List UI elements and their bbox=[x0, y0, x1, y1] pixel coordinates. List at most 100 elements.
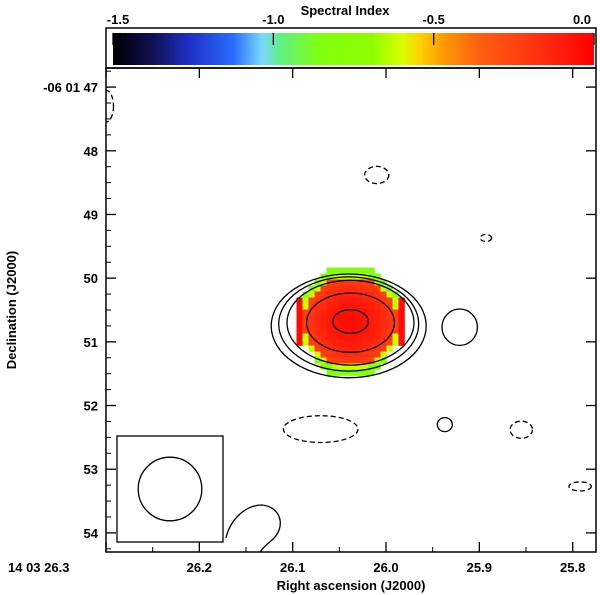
spectral-index-pixel bbox=[308, 309, 315, 316]
spectral-index-pixel bbox=[362, 297, 369, 304]
spectral-index-pixel bbox=[320, 363, 327, 370]
spectral-index-pixel bbox=[344, 285, 351, 292]
spectral-index-pixel bbox=[320, 309, 327, 316]
positive-contour bbox=[332, 309, 369, 334]
spectral-index-pixel bbox=[386, 315, 393, 322]
negative-contour bbox=[568, 481, 592, 492]
spectral-index-pixel bbox=[386, 291, 393, 298]
y-axis-label: Declination (J2000) bbox=[4, 251, 19, 370]
colorbar-title: Spectral Index bbox=[301, 3, 391, 18]
y-tick-label: -06 01 47 bbox=[43, 80, 98, 95]
spectral-index-pixel bbox=[380, 327, 387, 334]
spectral-index-pixel bbox=[320, 291, 327, 298]
spectral-index-pixel bbox=[332, 285, 339, 292]
spectral-index-pixel bbox=[344, 267, 351, 274]
spectral-index-pixel bbox=[368, 363, 375, 370]
spectral-index-pixel bbox=[314, 285, 321, 292]
spectral-index-pixel bbox=[326, 267, 333, 274]
spectral-index-pixel bbox=[350, 357, 357, 364]
spectral-index-pixel bbox=[326, 321, 333, 328]
spectral-index-pixel bbox=[350, 309, 357, 316]
spectral-index-pixel bbox=[338, 321, 345, 328]
y-tick-label: 53 bbox=[84, 462, 98, 477]
negative-contour bbox=[363, 165, 390, 185]
spectral-index-pixel bbox=[374, 345, 381, 352]
negative-contour bbox=[282, 415, 359, 444]
spectral-index-pixel bbox=[332, 345, 339, 352]
spectral-index-pixel bbox=[374, 327, 381, 334]
colorbar: Spectral Index -1.5 -1.0 -0.5 0.0 bbox=[105, 3, 597, 69]
spectral-index-pixel bbox=[302, 291, 309, 298]
positive-contour bbox=[270, 273, 427, 379]
spectral-index-pixel bbox=[386, 297, 393, 304]
spectral-index-pixel bbox=[308, 291, 315, 298]
spectral-index-pixel bbox=[320, 339, 327, 346]
spectral-index-pixel bbox=[338, 345, 345, 352]
spectral-index-pixel bbox=[344, 279, 351, 286]
spectral-index-pixel bbox=[374, 285, 381, 292]
spectral-index-pixel bbox=[350, 315, 357, 322]
spectral-index-pixel bbox=[326, 357, 333, 364]
spectral-index-pixel bbox=[320, 279, 327, 286]
spectral-index-pixel bbox=[338, 297, 345, 304]
spectral-index-pixel bbox=[362, 351, 369, 358]
spectral-index-pixel bbox=[308, 345, 315, 352]
x-tick-label: 26.1 bbox=[280, 560, 305, 575]
spectral-index-pixel bbox=[368, 327, 375, 334]
spectral-index-pixel bbox=[362, 309, 369, 316]
positive-contour bbox=[286, 279, 415, 366]
spectral-index-pixel bbox=[320, 321, 327, 328]
spectral-index-pixel bbox=[356, 315, 363, 322]
x-axis-label: Right ascension (J2000) bbox=[277, 578, 426, 593]
spectral-index-pixel bbox=[308, 303, 315, 310]
positive-contour bbox=[436, 416, 453, 433]
spectral-index-pixel bbox=[356, 321, 363, 328]
spectral-index-pixel bbox=[314, 345, 321, 352]
spectral-index-pixel bbox=[338, 357, 345, 364]
spectral-index-pixel bbox=[374, 339, 381, 346]
spectral-index-pixel bbox=[314, 279, 321, 286]
spectral-index-pixel bbox=[302, 315, 309, 322]
spectral-index-pixel bbox=[386, 309, 393, 316]
spectral-index-pixel bbox=[374, 321, 381, 328]
spectral-index-pixel bbox=[350, 327, 357, 334]
spectral-index-pixel bbox=[392, 303, 399, 310]
spectral-index-pixel bbox=[332, 321, 339, 328]
spectral-index-pixel bbox=[314, 315, 321, 322]
spectral-index-pixel bbox=[356, 273, 363, 280]
spectral-index-pixel bbox=[362, 273, 369, 280]
spectral-index-pixel bbox=[380, 309, 387, 316]
spectral-index-pixel bbox=[338, 363, 345, 370]
spectral-index-pixel bbox=[374, 273, 381, 280]
x-tick-label: 25.9 bbox=[467, 560, 492, 575]
spectral-index-pixel bbox=[332, 363, 339, 370]
spectral-index-pixel bbox=[350, 303, 357, 310]
spectral-index-pixel bbox=[362, 339, 369, 346]
spectral-index-pixel bbox=[332, 267, 339, 274]
x-tick-label: 26.0 bbox=[373, 560, 398, 575]
spectral-index-pixel bbox=[338, 315, 345, 322]
spectral-index-pixel bbox=[338, 303, 345, 310]
spectral-index-pixel bbox=[320, 297, 327, 304]
spectral-index-pixel bbox=[356, 351, 363, 358]
spectral-index-pixel bbox=[368, 369, 375, 376]
spectral-index-pixel bbox=[296, 333, 303, 340]
spectral-index-pixel bbox=[326, 369, 333, 376]
spectral-index-pixel bbox=[350, 333, 357, 340]
y-tick-label: 48 bbox=[84, 144, 98, 159]
spectral-index-pixel bbox=[314, 309, 321, 316]
spectral-index-pixel bbox=[362, 345, 369, 352]
y-tick-label: 50 bbox=[84, 271, 98, 286]
spectral-index-pixel bbox=[356, 279, 363, 286]
spectral-index-pixel bbox=[392, 321, 399, 328]
spectral-index-pixel bbox=[332, 327, 339, 334]
spectral-index-pixel bbox=[302, 303, 309, 310]
negative-contour bbox=[479, 233, 493, 243]
negative-contour bbox=[106, 89, 115, 123]
spectral-index-pixel bbox=[320, 285, 327, 292]
spectral-index-pixel bbox=[314, 357, 321, 364]
plot-area: 14 03 26.3 26.2 26.1 26.0 25.9 25.8 -06 01 47 4… bbox=[8, 67, 597, 575]
spectral-index-pixel bbox=[296, 339, 303, 346]
spectral-index-pixel bbox=[296, 321, 303, 328]
